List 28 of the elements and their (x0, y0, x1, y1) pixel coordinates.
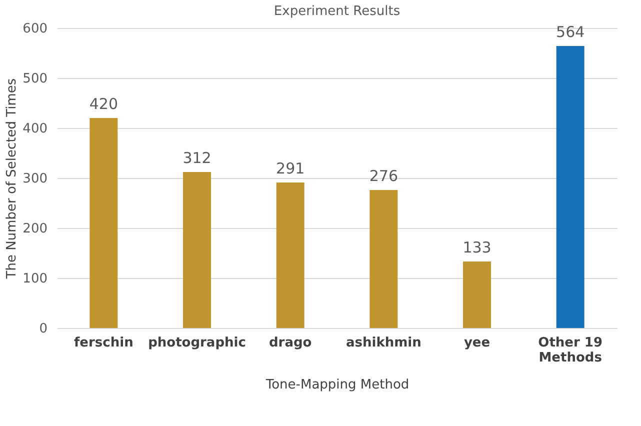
x-axis-title: Tone-Mapping Method (264, 378, 410, 392)
y-axis-title: The Number of Selected Times (4, 78, 20, 280)
data-label: 312 (182, 149, 212, 167)
bar (183, 172, 211, 328)
data-label: 291 (276, 160, 305, 178)
y-tick-label: 100 (22, 272, 48, 286)
x-tick-label: photographic (148, 336, 246, 350)
y-tick-label: 400 (22, 122, 48, 136)
x-tick-label: drago (268, 336, 312, 350)
data-label: 133 (462, 238, 492, 256)
y-tick-label: 600 (22, 22, 48, 36)
y-tick-label: 500 (22, 72, 48, 86)
y-tick-label: 0 (39, 322, 48, 336)
bar (463, 262, 491, 328)
bar (370, 190, 398, 328)
data-label: 276 (369, 167, 398, 185)
bar (276, 182, 304, 328)
x-tick-label: ashikhmin (346, 336, 422, 350)
x-tick-label: yee (464, 336, 490, 350)
bar (90, 118, 118, 328)
x-tick-label: Other 19 Methods (538, 336, 603, 366)
bar (556, 46, 584, 328)
x-tick-label: ferschin (74, 336, 134, 350)
chart-title: Experiment Results (274, 4, 400, 19)
data-label: 564 (556, 23, 585, 41)
y-tick-label: 200 (22, 222, 48, 236)
data-label: 420 (89, 95, 118, 113)
y-tick-label: 300 (22, 172, 48, 186)
